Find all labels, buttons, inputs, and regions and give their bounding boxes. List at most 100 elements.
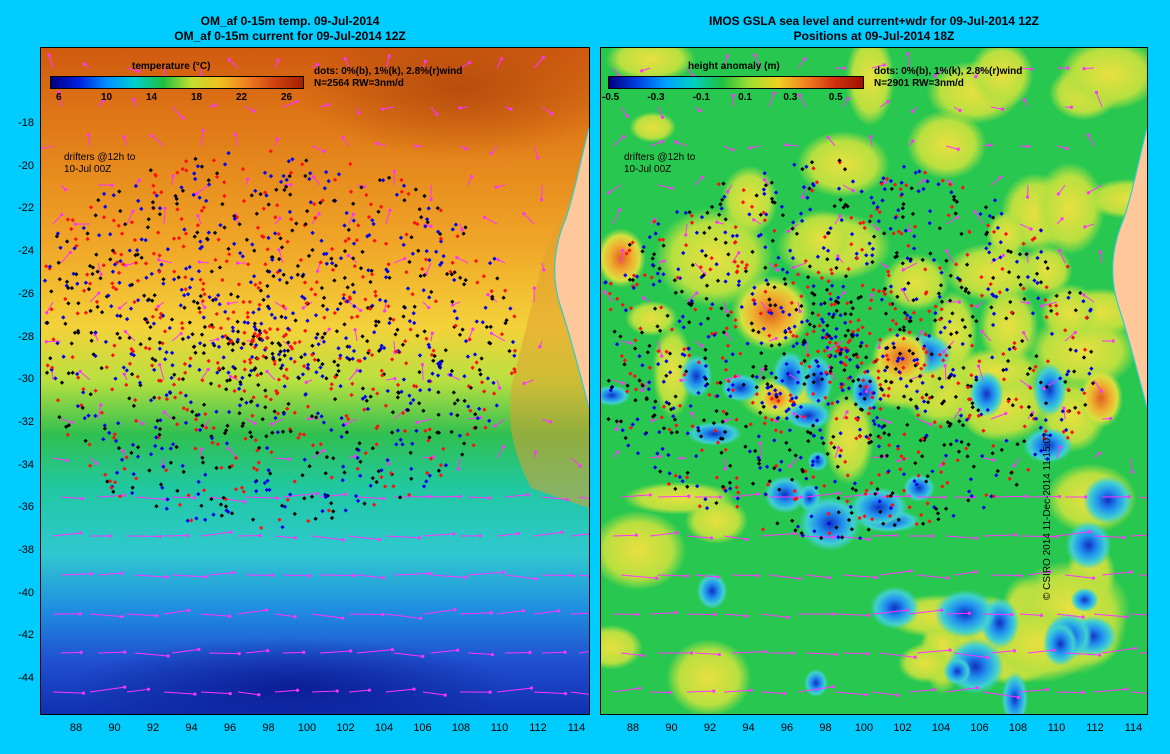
drifter-dot xyxy=(404,361,409,366)
drifter-dot xyxy=(133,183,139,189)
current-arrow xyxy=(1130,457,1133,473)
drifter-dot xyxy=(969,493,974,499)
drifter-dot xyxy=(154,435,159,440)
anomaly-yellow xyxy=(1040,283,1100,343)
drifter-dot xyxy=(213,257,218,263)
right-title-line1: IMOS GSLA sea level and current+wdr for … xyxy=(708,14,1039,28)
drifter-dot xyxy=(190,332,195,337)
drifter-dot xyxy=(872,421,877,427)
current-arrow-head xyxy=(1000,107,1005,111)
colorbar-tick: 18 xyxy=(191,92,203,103)
current-arrow-head xyxy=(534,577,538,581)
current-arrow-head xyxy=(762,178,767,182)
drifter-dot xyxy=(784,361,789,367)
drifter-dot xyxy=(305,362,311,367)
drifter-dot xyxy=(254,488,259,494)
y-axis-label: -26 xyxy=(18,287,34,300)
current-arrow-head xyxy=(455,648,460,652)
y-axis-label: -28 xyxy=(18,330,34,343)
drifter-dot xyxy=(379,368,384,373)
drifter-dot xyxy=(433,299,439,304)
current-arrow-head xyxy=(348,649,353,653)
drifter-dot xyxy=(215,442,221,447)
drifter-dot xyxy=(856,295,861,301)
drifter-dot xyxy=(303,221,308,227)
drifter-dot xyxy=(1015,442,1020,447)
current-arrow-head xyxy=(660,139,665,144)
current-arrow-head xyxy=(496,258,500,262)
drifter-dot xyxy=(193,350,198,355)
current-arrow xyxy=(385,613,421,619)
drifter-dot xyxy=(355,498,361,504)
current-arrow-head xyxy=(68,250,72,255)
drifter-dot xyxy=(677,403,683,408)
current-arrow xyxy=(282,574,310,577)
drifter-dot xyxy=(735,264,741,269)
current-arrow-head xyxy=(942,495,947,499)
drifter-dot xyxy=(195,230,200,235)
drifter-dot xyxy=(380,178,386,183)
current-arrow-head xyxy=(725,54,729,58)
current-arrow xyxy=(981,331,992,342)
drifter-dot xyxy=(1072,369,1077,374)
drifter-dot xyxy=(406,492,412,497)
drifter-dot xyxy=(357,358,363,364)
drifter-dot xyxy=(787,312,792,317)
current-arrow xyxy=(171,648,199,654)
anomaly-negative xyxy=(1001,672,1029,714)
anomaly-negative xyxy=(903,474,935,502)
drifter-dot xyxy=(288,192,293,197)
drifter-dot xyxy=(204,425,209,430)
drifter-dot xyxy=(789,477,795,482)
current-arrow-head xyxy=(1124,615,1129,619)
drifter-dot xyxy=(180,376,186,382)
drifter-dot xyxy=(252,321,257,326)
current-arrow xyxy=(686,67,694,77)
drifter-dot xyxy=(182,293,187,298)
current-arrow xyxy=(348,689,370,693)
drifter-dot xyxy=(925,474,930,479)
current-arrow-head xyxy=(870,293,874,297)
drifter-dot xyxy=(799,319,805,325)
drifter-dot xyxy=(882,186,887,192)
drifter-dot xyxy=(874,415,880,420)
drifter-dot xyxy=(438,239,444,244)
current-arrow xyxy=(319,650,351,654)
drifter-dot xyxy=(167,325,172,331)
left-map[interactable] xyxy=(40,47,590,715)
drifter-dot xyxy=(944,353,949,358)
current-arrow-head xyxy=(565,497,569,502)
drifter-dot xyxy=(890,318,896,323)
drifter-dot xyxy=(192,171,197,176)
current-arrow xyxy=(842,574,877,579)
drifter-dot xyxy=(508,306,513,311)
left-map-canvas xyxy=(41,48,589,714)
anomaly-yellow xyxy=(1034,162,1105,255)
current-arrow-head xyxy=(792,412,796,416)
drifter-dot xyxy=(479,356,484,361)
drifter-dot xyxy=(282,373,287,379)
drifter-dot xyxy=(671,406,676,411)
right-map[interactable] xyxy=(600,47,1148,715)
current-arrow-head xyxy=(44,340,48,344)
drifter-dot xyxy=(891,231,896,236)
current-arrow xyxy=(982,691,1019,698)
current-arrow xyxy=(200,613,230,617)
current-arrow xyxy=(89,686,125,693)
drifter-dot xyxy=(850,179,856,184)
current-arrow-head xyxy=(886,99,890,104)
drifter-dot xyxy=(811,301,816,306)
current-arrow xyxy=(52,691,84,694)
drifter-dot xyxy=(135,278,141,283)
drifter-dot xyxy=(288,492,293,497)
drifter-dot xyxy=(984,232,989,237)
drifter-dot xyxy=(901,365,906,370)
drifter-dot xyxy=(250,517,256,522)
drifter-dot xyxy=(307,176,312,182)
drifter-dot xyxy=(310,352,315,357)
current-arrow xyxy=(1013,457,1021,467)
drifter-dot xyxy=(747,212,752,217)
current-arrow-head xyxy=(1129,570,1133,574)
current-arrow-head xyxy=(381,576,385,580)
current-arrow xyxy=(834,691,867,696)
